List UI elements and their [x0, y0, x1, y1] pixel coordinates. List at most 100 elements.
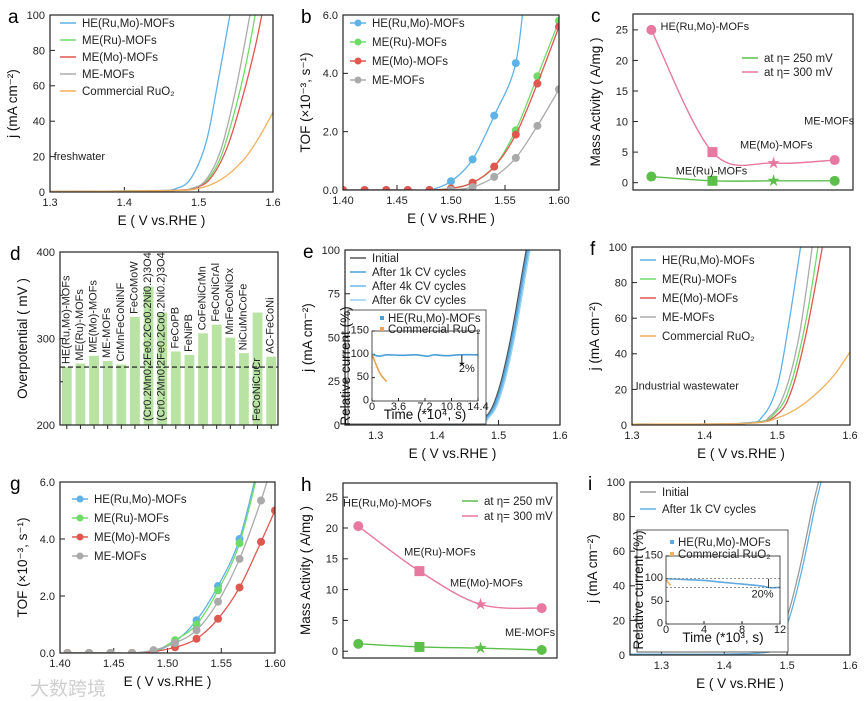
y-tick-label: 0 — [622, 178, 628, 190]
legend-marker — [76, 552, 84, 560]
panel-f: 0 20 40 60 80 100 1.3 1.4 1.5 1.6 E ( V vs.RHE ) j … — [587, 239, 858, 461]
legend-label: ME(Ru)-MOFs — [82, 35, 157, 47]
panel-letter: i — [588, 474, 592, 495]
x-tick-label: 1.55 — [494, 195, 515, 207]
annotation: Industrial wastewater — [636, 380, 740, 392]
data-point — [360, 186, 369, 190]
legend-label: HE(Ru,Mo)-MOFs — [372, 18, 465, 30]
data-point — [128, 649, 137, 653]
data-point — [533, 79, 542, 88]
x-tick-label: 1.45 — [103, 658, 124, 670]
data-point — [414, 641, 425, 652]
data-point — [511, 59, 520, 68]
legend-label: HE(Ru,Mo)-MOFs — [94, 494, 187, 506]
legend-label: ME-MOFs — [662, 312, 715, 324]
y-tick-label: 100 — [607, 477, 625, 489]
data-point — [646, 24, 657, 35]
bar — [61, 367, 72, 425]
legend-marker — [380, 316, 384, 320]
legend-label: Commercial RuO₂ — [662, 331, 755, 343]
legend-label: ME(Ru)-MOFs — [94, 513, 169, 525]
y-axis-title: Relative current (%) — [338, 306, 353, 425]
bar — [102, 360, 113, 425]
y-tick-label: 0.0 — [40, 648, 55, 660]
bar — [184, 354, 195, 425]
y-tick-label: 5 — [622, 147, 628, 159]
x-tick-label: 14.4 — [467, 401, 488, 413]
annotation: freshwater — [54, 151, 106, 163]
x-tick-label: 1.3 — [654, 660, 669, 672]
annotation: HE(Ru,Mo)-MOFs — [661, 21, 750, 33]
axes-frame — [632, 13, 854, 191]
y-tick-label: 20 — [613, 615, 625, 627]
x-axis-title: E ( V vs.RHE ) — [697, 446, 785, 461]
x-tick-label: 1.4 — [429, 430, 444, 442]
inset-frame — [347, 309, 487, 425]
y-axis-title: TOF (×10⁻³, s⁻¹) — [15, 518, 30, 618]
plot-area — [357, 525, 542, 651]
y-tick-label: 40 — [615, 349, 627, 361]
y-tick-label: 6.0 — [323, 10, 338, 22]
y-tick-label: 400 — [37, 247, 55, 259]
bar — [130, 316, 140, 425]
legend: HE(Ru,Mo)-MOFs ME(Ru)-MOFs ME(Mo)-MOFs ME-M… — [60, 18, 175, 98]
series-line — [343, 26, 559, 190]
bar-label: FeCoMoW — [128, 261, 140, 314]
data-point — [271, 506, 275, 515]
legend-marker — [670, 540, 674, 544]
y-tick-label: 2.0 — [323, 127, 338, 139]
legend: Initial After 1k CV cycles After 4k CV cyc… — [350, 253, 466, 307]
data-point — [192, 626, 201, 635]
x-tick-label: 1.55 — [211, 658, 232, 670]
y-tick-label: 80 — [613, 511, 625, 523]
data-point — [447, 186, 455, 190]
data-point — [707, 175, 718, 186]
data-point — [767, 156, 780, 169]
legend: Initial After 1k CV cycles — [640, 487, 756, 516]
data-point — [555, 22, 559, 31]
y-tick-label: 4.0 — [40, 534, 55, 546]
bar-label: CrMnFeCoNiNF — [115, 282, 127, 361]
annotation: ME(Ru)-MOFs — [404, 547, 476, 559]
y-tick-label: 80 — [615, 277, 627, 289]
x-tick-label: 1.3 — [624, 430, 639, 442]
y-tick-label: 0 — [619, 650, 625, 662]
arrow-head-icon — [458, 362, 465, 366]
x-tick-label: 1.5 — [491, 430, 506, 442]
data-point — [829, 175, 840, 186]
legend-label: HE(Ru,Mo)-MOFs — [678, 537, 771, 549]
x-tick-label: 0 — [663, 624, 669, 636]
bar-label: CoFeNiCrMn — [197, 266, 209, 330]
y-tick-label: 100 — [645, 572, 663, 584]
legend-label: ME-MOFs — [94, 551, 147, 563]
bar-label: AC-FeCoNi — [265, 297, 277, 353]
legend-label: Initial — [662, 487, 689, 499]
legend-label: HE(Ru,Mo)-MOFs — [662, 255, 755, 267]
legend: HE(Ru,Mo)-MOFs ME(Ru)-MOFs ME(Mo)-MOFs ME-M… — [640, 255, 755, 343]
legend-marker — [76, 533, 84, 541]
bar-label: ME-MOFs — [101, 307, 113, 358]
axes-frame — [59, 251, 279, 426]
y-tick-label: 15 — [326, 554, 338, 566]
y-tick-label: 0 — [363, 394, 369, 406]
data-point — [257, 537, 266, 546]
legend: HE(Ru,Mo)-MOFs ME(Ru)-MOFs ME(Mo)-MOFs ME-M… — [72, 494, 187, 563]
legend-marker — [380, 327, 384, 331]
data-point — [106, 649, 115, 653]
bar-label: MnFeCoNiOx — [224, 268, 236, 335]
y-tick-label: 0 — [39, 187, 45, 199]
data-point — [192, 620, 201, 629]
data-point — [490, 111, 499, 120]
data-point — [474, 641, 487, 654]
legend-label: After 1k CV cycles — [372, 267, 466, 279]
panel-letter: e — [303, 242, 314, 263]
x-tick-label: 1.6 — [842, 430, 857, 442]
inset-frame — [636, 529, 789, 653]
data-point — [447, 177, 455, 186]
y-tick-label: 5 — [332, 615, 338, 627]
legend-label: After 4k CV cycles — [372, 281, 466, 293]
annotation: ME(Mo)-MOFs — [450, 578, 523, 590]
